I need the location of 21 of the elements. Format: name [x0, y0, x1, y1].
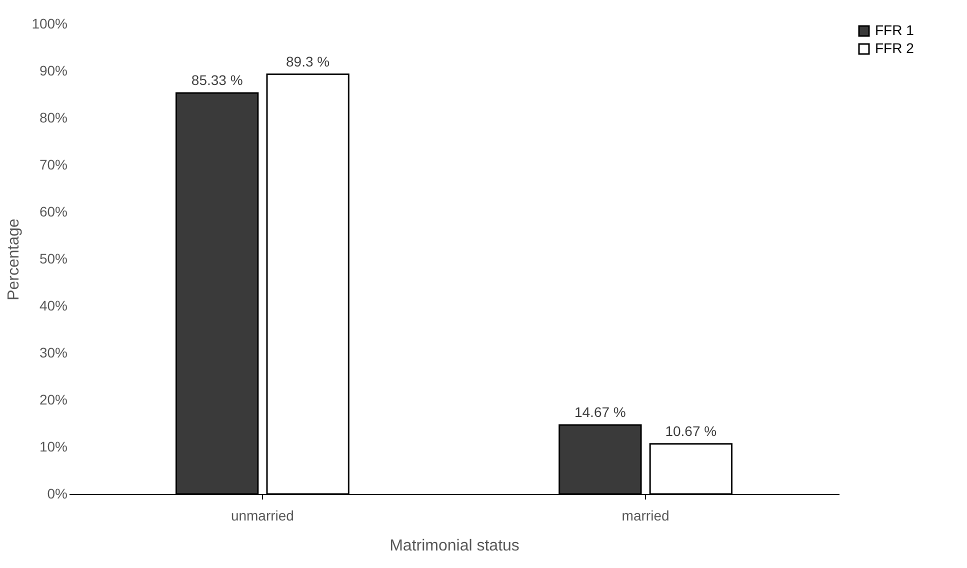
- data-label: 89.3 %: [286, 53, 330, 70]
- y-axis-title: Percentage: [6, 218, 23, 300]
- x-axis-title: Matrimonial status: [390, 538, 520, 554]
- y-tick-label: 50%: [39, 250, 68, 266]
- y-tick-label: 10%: [39, 438, 68, 454]
- data-label: 85.33 %: [191, 72, 243, 88]
- y-tick-label: 90%: [39, 62, 68, 78]
- y-tick-label: 80%: [39, 110, 68, 126]
- x-tick-label: unmarried: [230, 508, 294, 524]
- y-tick-label: 40%: [39, 298, 68, 314]
- data-label: 14.67 %: [574, 404, 626, 420]
- y-tick-label: 30%: [39, 344, 68, 360]
- y-tick-label: 100%: [32, 16, 68, 32]
- y-tick-label: 70%: [39, 156, 68, 172]
- y-tick-label: 20%: [39, 392, 68, 408]
- x-tick-label: married: [622, 508, 670, 524]
- legend-label: FFR 1: [875, 22, 914, 38]
- data-label: 10.67 %: [665, 422, 717, 439]
- legend-label: FFR 2: [875, 40, 914, 56]
- y-tick-label: 60%: [39, 204, 68, 220]
- y-tick-label: 0%: [47, 486, 68, 502]
